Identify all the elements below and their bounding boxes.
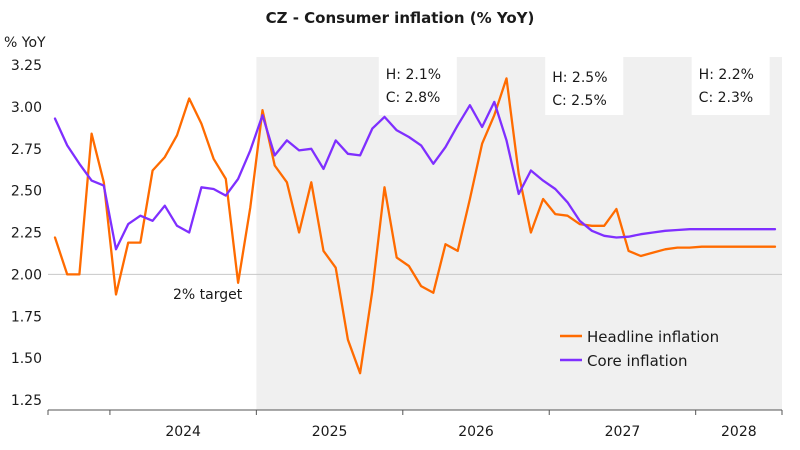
y-tick-label: 2.25: [11, 226, 42, 242]
x-tick-label: 2027: [605, 424, 641, 440]
x-axis: 2024 2025 2026 2027 2028: [47, 409, 783, 440]
series-line-core-inflation: [53, 100, 777, 251]
y-tick-label: 2.75: [11, 142, 42, 158]
annotation-line: C: 2.8%: [386, 90, 441, 106]
x-tick-label: 2026: [458, 424, 494, 440]
legend-label-core: Core inflation: [587, 352, 688, 370]
legend-label-headline: Headline inflation: [587, 328, 719, 346]
y-tick-label: 2.50: [11, 184, 42, 200]
y-tick-label: 3.00: [11, 100, 42, 116]
annotations: H: 2.1% C: 2.8% H: 2.5% C: 2.5% H: 2.2% C: 2.…: [378, 57, 770, 115]
y-tick-label: 1.50: [11, 351, 42, 367]
annotation-box: [378, 57, 457, 115]
annotation-line: C: 2.5%: [552, 93, 607, 109]
x-tick-label: 2025: [312, 424, 348, 440]
annotation-line: H: 2.5%: [552, 70, 607, 86]
y-axis: 3.25 3.00 2.75 2.50 2.25 2.00 1.75 1.50 1.25: [11, 58, 42, 409]
x-tick-label: 2024: [165, 424, 201, 440]
legend: Headline inflation Core inflation: [560, 328, 719, 370]
annotation-line: H: 2.2%: [699, 67, 754, 83]
annotation-box: [691, 57, 770, 115]
x-tick-label: 2028: [721, 424, 757, 440]
y-tick-label: 1.25: [11, 393, 42, 409]
target-line-label: 2% target: [173, 287, 243, 303]
y-tick-label: 3.25: [11, 58, 42, 74]
series-line-headline-inflation: [53, 77, 777, 375]
forecast-shade: [256, 57, 782, 410]
annotation-box: [545, 57, 624, 115]
chart-title: CZ - Consumer inflation (% YoY): [266, 9, 535, 27]
y-tick-label: 1.75: [11, 309, 42, 325]
annotation-line: H: 2.1%: [386, 67, 441, 83]
annotation-line: C: 2.3%: [699, 90, 754, 106]
series: [53, 77, 777, 375]
y-tick-label: 2.00: [11, 267, 42, 283]
y-axis-unit: % YoY: [4, 35, 46, 51]
